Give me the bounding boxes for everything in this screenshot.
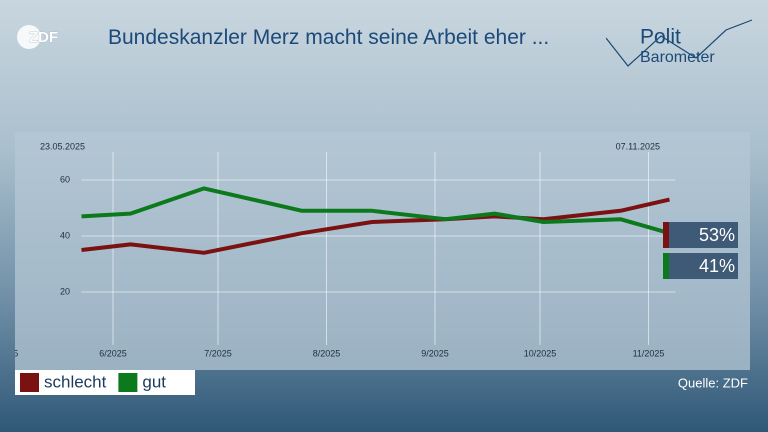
zdf-logo: ZDF (17, 25, 58, 49)
y-tick-label: 40 (60, 230, 70, 240)
end-label-box (669, 222, 738, 248)
logo-barometer: Barometer (640, 49, 715, 66)
politbarometer-logo: Polit Barometer (606, 19, 753, 67)
x-tick-label: 11/2025 (633, 348, 665, 358)
legend-box (15, 370, 195, 395)
legend-swatch (118, 373, 138, 392)
legend-label: gut (142, 372, 166, 391)
end-label: 53% (699, 225, 735, 245)
end-label: 41% (699, 256, 735, 276)
logo-text: ZDF (29, 29, 58, 46)
start-date: 23.05.2025 (40, 141, 85, 151)
logo-polit: Polit (640, 26, 681, 49)
chart-title: Bundeskanzler Merz macht seine Arbeit eh… (108, 26, 550, 49)
x-tick-label: 9/2025 (421, 348, 449, 358)
end-label-stripe (663, 253, 669, 279)
x-tick-label: 8/2025 (313, 348, 341, 358)
legend-swatch (20, 373, 39, 392)
source: Quelle: ZDF (678, 375, 748, 390)
x-tick-label: 5/2025 (0, 348, 18, 358)
x-tick-label: 10/2025 (524, 348, 557, 358)
end-label-box (669, 253, 738, 279)
y-tick-label: 60 (60, 174, 70, 184)
plot-panel (15, 132, 750, 370)
x-tick-label: 7/2025 (204, 348, 232, 358)
y-tick-label: 20 (60, 286, 70, 296)
end-label-stripe (663, 222, 669, 248)
series-line (81, 197, 670, 255)
legend-label: schlecht (44, 372, 107, 391)
x-tick-label: 6/2025 (99, 348, 127, 358)
series-line (81, 186, 671, 236)
end-date: 07.11.2025 (616, 141, 660, 151)
